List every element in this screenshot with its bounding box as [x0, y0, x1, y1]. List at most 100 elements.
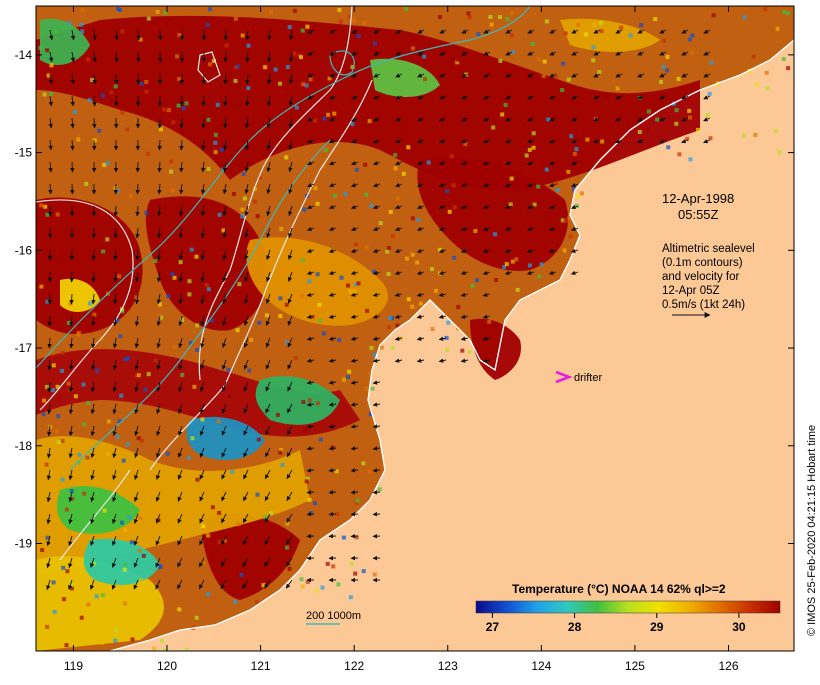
temperature-pixel	[130, 540, 134, 544]
temperature-pixel	[201, 524, 205, 528]
temperature-pixel	[537, 275, 541, 279]
annotation-line: 12-Apr 05Z	[662, 285, 720, 297]
temperature-pixel	[79, 23, 83, 27]
temperature-pixel	[56, 213, 60, 217]
lon-tick-label: 125	[625, 659, 645, 673]
temperature-pixel	[95, 594, 99, 598]
temperature-pixel	[385, 250, 389, 254]
temperature-pixel	[391, 234, 395, 238]
temperature-pixel	[178, 33, 182, 37]
colorbar-ramp	[476, 601, 780, 613]
temperature-pixel	[487, 320, 491, 324]
temperature-pixel	[107, 420, 111, 424]
temperature-pixel	[460, 349, 464, 353]
temperature-pixel	[88, 98, 92, 102]
temperature-pixel	[39, 203, 43, 207]
colorbar-tick-label: 28	[568, 620, 582, 634]
temperature-pixel	[434, 289, 438, 293]
temperature-pixel	[218, 213, 222, 217]
temperature-pixel	[336, 582, 340, 586]
temperature-pixel	[177, 77, 181, 81]
temperature-pixel	[42, 412, 46, 416]
temperature-pixel	[510, 177, 514, 181]
temperature-pixel	[86, 58, 90, 62]
temperature-pixel	[542, 74, 546, 78]
temperature-pixel	[665, 69, 669, 73]
temperature-pixel	[120, 111, 124, 115]
temperature-pixel	[742, 133, 746, 137]
temperature-pixel	[476, 32, 480, 36]
temperature-pixel	[242, 172, 246, 176]
temperature-pixel	[566, 170, 570, 174]
temperature-pixel	[45, 463, 49, 467]
temperature-pixel	[162, 108, 166, 112]
temperature-pixel	[246, 86, 250, 90]
temperature-pixel	[313, 119, 317, 123]
temperature-pixel	[213, 141, 217, 145]
temperature-pixel	[709, 136, 713, 140]
temperature-pixel	[647, 110, 651, 114]
temperature-pixel	[328, 76, 332, 80]
isobath-legend: 200 1000m	[306, 610, 361, 624]
temperature-pixel	[373, 41, 377, 45]
temperature-pixel	[217, 511, 221, 515]
temperature-pixel	[45, 385, 49, 389]
temperature-pixel	[281, 463, 285, 467]
temperature-pixel	[629, 33, 633, 37]
temperature-pixel	[67, 21, 71, 25]
temperature-pixel	[677, 152, 681, 156]
temperature-pixel	[576, 194, 580, 198]
velocity-arrow	[72, 162, 73, 172]
temperature-pixel	[217, 60, 221, 64]
temperature-pixel	[256, 214, 260, 218]
temperature-pixel	[322, 331, 326, 335]
temperature-pixel	[217, 420, 221, 424]
temperature-pixel	[536, 185, 540, 189]
temperature-pixel	[123, 358, 127, 362]
temperature-pixel	[262, 583, 266, 587]
temperature-pixel	[177, 607, 181, 611]
temperature-pixel	[394, 167, 398, 171]
temperature-pixel	[187, 456, 191, 460]
temperature-pixel	[690, 51, 694, 55]
temperature-pixel	[293, 9, 297, 13]
lon-tick-label: 122	[344, 659, 364, 673]
temperature-pixel	[285, 303, 289, 307]
temperature-pixel	[211, 505, 215, 509]
temperature-pixel	[475, 278, 479, 282]
temperature-pixel	[56, 414, 60, 418]
temperature-pixel	[73, 110, 77, 114]
temperature-pixel	[576, 23, 580, 27]
colorbar-tick-label: 29	[650, 620, 664, 634]
temperature-pixel	[61, 351, 65, 355]
temperature-pixel	[393, 153, 397, 157]
annotation-time: 05:55Z	[678, 207, 719, 222]
temperature-pixel	[82, 423, 86, 427]
temperature-pixel	[349, 595, 353, 599]
temperature-pixel	[147, 372, 151, 376]
temperature-pixel	[140, 82, 144, 86]
temperature-pixel	[123, 528, 127, 532]
temperature-pixel	[463, 142, 467, 146]
velocity-arrow	[181, 118, 182, 128]
temperature-pixel	[567, 78, 571, 82]
velocity-arrow	[204, 74, 205, 84]
temperature-pixel	[331, 564, 335, 568]
temperature-pixel	[369, 204, 373, 208]
temperature-pixel	[500, 113, 504, 117]
temperature-pixel	[545, 20, 549, 24]
temperature-pixel	[101, 641, 105, 645]
temperature-pixel	[45, 300, 49, 304]
temperature-pixel	[61, 478, 65, 482]
temperature-pixel	[301, 400, 305, 404]
temperature-pixel	[166, 452, 170, 456]
temperature-pixel	[659, 80, 663, 84]
temperature-pixel	[674, 122, 678, 126]
temperature-pixel	[124, 563, 128, 567]
temperature-pixel	[207, 287, 211, 291]
temperature-pixel	[316, 401, 320, 405]
temperature-pixel	[301, 82, 305, 86]
temperature-pixel	[752, 55, 756, 59]
temperature-pixel	[488, 15, 492, 19]
temperature-pixel	[342, 536, 346, 540]
